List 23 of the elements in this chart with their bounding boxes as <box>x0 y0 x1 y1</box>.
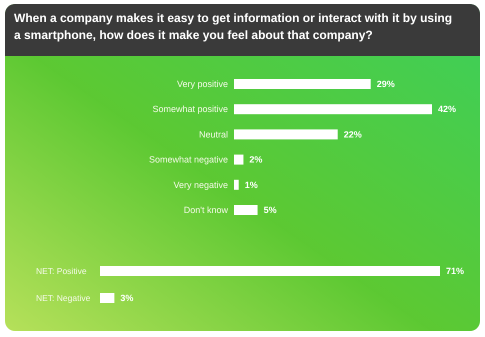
bar <box>234 104 432 114</box>
chart-title: When a company makes it easy to get information or interact with it by using a smartphone, how does it make you feel about that company? <box>14 11 452 42</box>
y-tick-label: Neutral <box>198 129 228 140</box>
data-label: 29% <box>376 79 395 89</box>
y-tick-label: Somewhat negative <box>148 154 228 165</box>
data-label: 1% <box>244 180 258 190</box>
y-tick-label: Somewhat positive <box>152 104 228 114</box>
data-label: 3% <box>120 293 134 303</box>
bar <box>234 129 338 140</box>
data-label: 42% <box>438 104 456 114</box>
data-label: 5% <box>264 205 277 215</box>
data-label: 2% <box>249 154 262 165</box>
data-label: 22% <box>344 129 362 140</box>
bar <box>234 180 239 190</box>
bar <box>234 154 244 165</box>
y-tick-label: Don't know <box>184 205 228 215</box>
bar <box>234 205 258 215</box>
y-tick-label: NET: Positive <box>36 266 87 276</box>
y-tick-label: Very positive <box>176 79 228 89</box>
y-tick-label: NET: Negative <box>36 293 91 303</box>
y-tick-label: Very negative <box>173 180 228 190</box>
bar <box>234 79 371 89</box>
data-label: 71% <box>446 266 464 276</box>
